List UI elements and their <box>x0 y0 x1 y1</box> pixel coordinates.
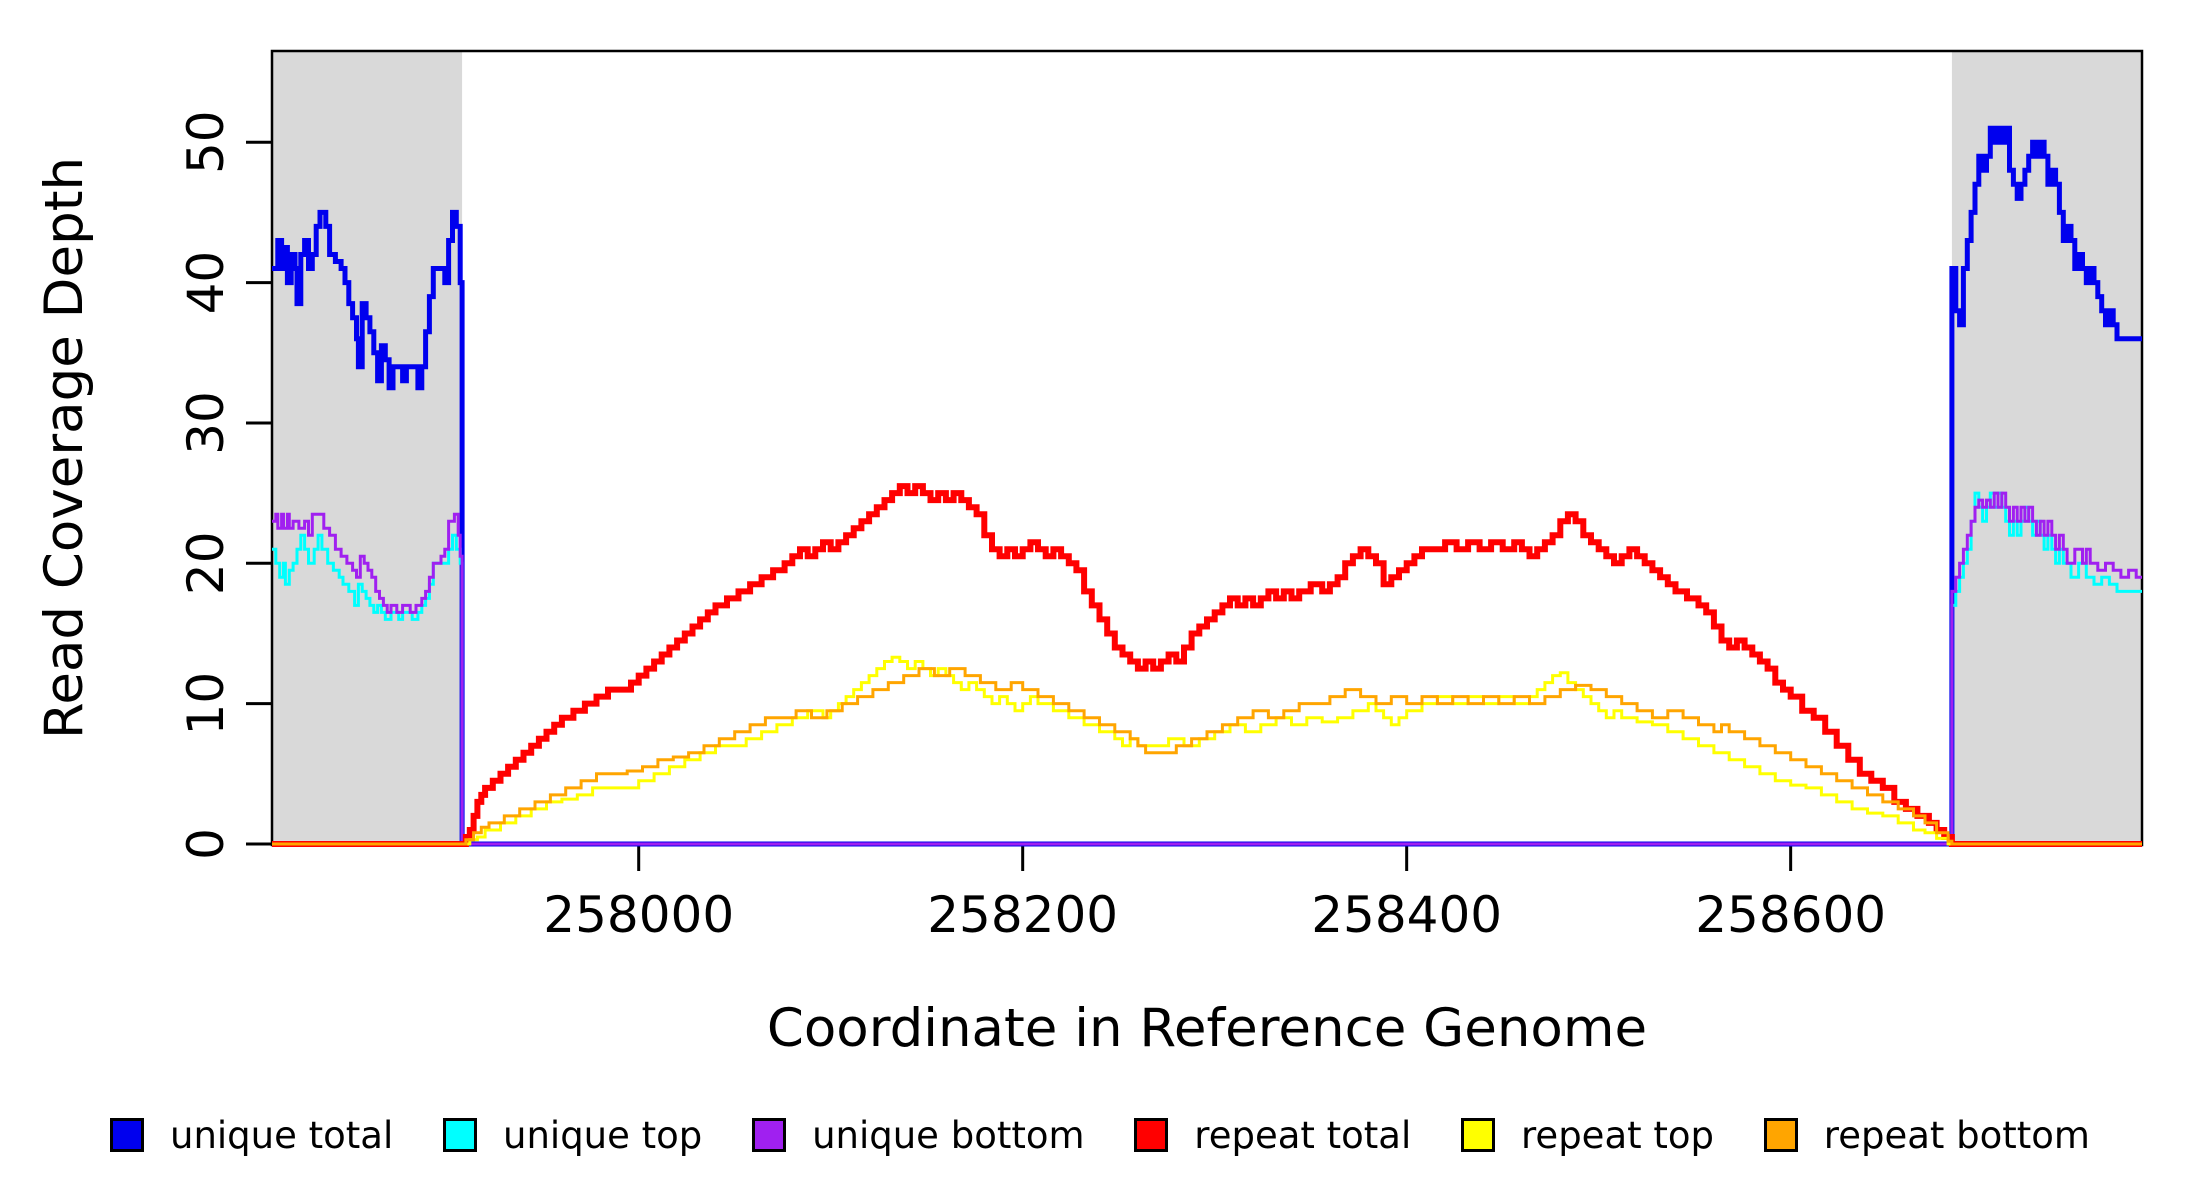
legend-label: unique bottom <box>812 1113 1085 1157</box>
legend-item-unique-top: unique top <box>443 1114 702 1157</box>
legend-item-repeat-total: repeat total <box>1134 1114 1411 1157</box>
series-repeat-bottom-line <box>272 667 2142 846</box>
legend-swatch-icon <box>1134 1118 1169 1152</box>
x-tick-label: 258000 <box>543 886 734 944</box>
y-tick-label: 50 <box>177 110 235 174</box>
legend-label: unique top <box>503 1113 703 1157</box>
coverage-plot-svg: 0 10 20 30 40 50 258000 258200 258400 258600 Coord… <box>34 49 2144 1059</box>
legend-item-unique-total: unique total <box>110 1114 393 1157</box>
series-unique-top-line <box>272 491 2142 846</box>
legend-swatch-icon <box>1763 1118 1798 1152</box>
shaded-region-left <box>272 51 463 845</box>
legend-swatch-icon <box>752 1118 787 1152</box>
legend-swatch-icon <box>443 1118 478 1152</box>
x-tick-label: 258600 <box>1695 886 1886 944</box>
legend-swatch-icon <box>1461 1118 1496 1152</box>
legend-label: unique total <box>170 1113 394 1157</box>
series-repeat-total-line <box>272 483 2142 847</box>
legend-item-repeat-bottom: repeat bottom <box>1763 1113 2090 1157</box>
y-axis-title: Read Coverage Depth <box>34 157 95 739</box>
series-repeat-top-line <box>272 655 2142 846</box>
coverage-depth-chart: 0 10 20 30 40 50 258000 258200 258400 258600 Coord… <box>34 49 2144 1059</box>
legend-item-unique-bottom: unique bottom <box>752 1113 1085 1157</box>
y-tick-label: 10 <box>177 672 235 736</box>
x-axis-title: Coordinate in Reference Genome <box>767 998 1647 1059</box>
legend-swatch-icon <box>110 1118 144 1152</box>
legend-item-repeat-top: repeat top <box>1461 1114 1714 1157</box>
x-tick-label: 258200 <box>927 886 1118 944</box>
chart-legend: unique total unique top unique bottom repea… <box>110 1100 2090 1170</box>
y-tick-label: 0 <box>177 828 235 860</box>
legend-label: repeat bottom <box>1823 1113 2090 1157</box>
x-tick-label: 258400 <box>1311 886 1502 944</box>
series-unique-bottom-line <box>272 491 2142 846</box>
y-tick-label: 30 <box>177 391 235 455</box>
legend-label: repeat top <box>1521 1113 1715 1157</box>
y-tick-label: 40 <box>177 251 235 315</box>
legend-label: repeat total <box>1194 1113 1412 1157</box>
y-tick-label: 20 <box>177 531 235 595</box>
